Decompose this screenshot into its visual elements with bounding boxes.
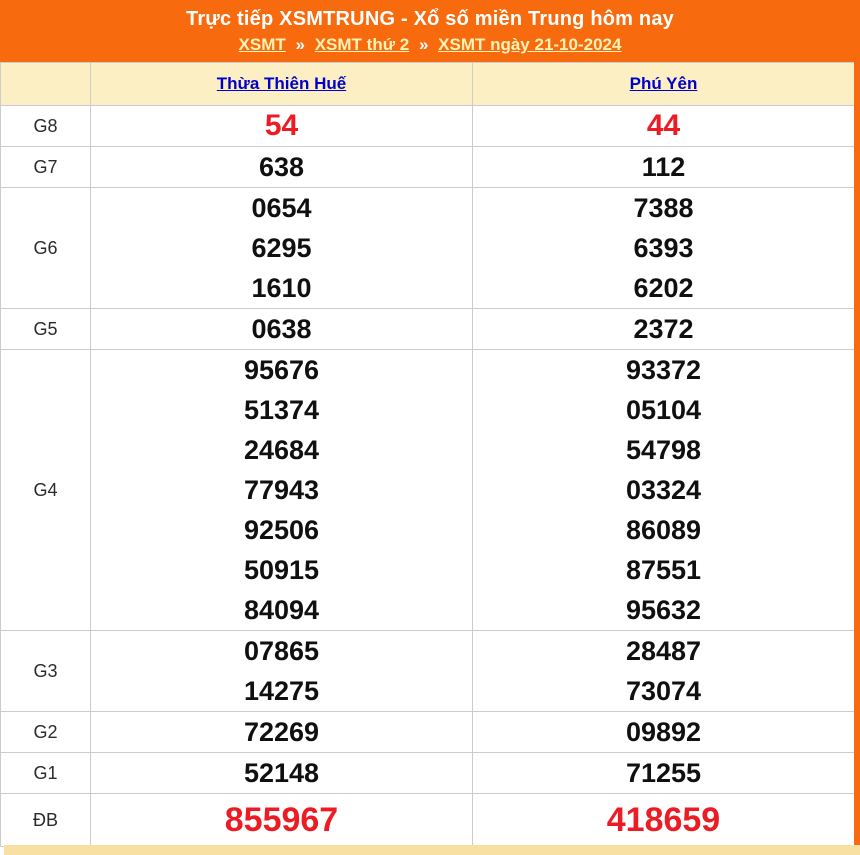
prize-column-header [0, 62, 91, 106]
prize-row: G6 0654 6295 1610 7388 6393 6202 [0, 187, 855, 309]
result-cell: 0654 6295 1610 [90, 187, 473, 309]
result-number: 05104 [625, 395, 702, 425]
result-cell: 07865 14275 [90, 630, 473, 712]
result-number: 86089 [625, 515, 702, 545]
result-cell: 7388 6393 6202 [472, 187, 855, 309]
result-number: 112 [641, 152, 686, 182]
result-number: 54 [264, 109, 299, 142]
breadcrumb-link-xsmt-thu-2[interactable]: XSMT thứ 2 [314, 35, 410, 54]
result-cell: 28487 73074 [472, 630, 855, 712]
result-cell: 112 [472, 146, 855, 188]
result-number: 44 [646, 109, 681, 142]
result-number: 77943 [243, 475, 320, 505]
result-number: 0638 [251, 314, 312, 344]
prize-label: G6 [0, 187, 91, 309]
result-number: 14275 [243, 676, 320, 706]
prize-label: G3 [0, 630, 91, 712]
prize-label: G1 [0, 752, 91, 794]
prize-row: G4 95676 51374 24684 77943 92506 50915 84094 933… [0, 349, 855, 631]
result-number: 6202 [633, 273, 694, 303]
prize-label: G7 [0, 146, 91, 188]
prize-label: G8 [0, 105, 91, 147]
results-table: Thừa Thiên Huế Phú Yên G8 54 44 G7 638 112 G6 0… [0, 62, 855, 847]
result-number: 07865 [243, 636, 320, 666]
result-number: 71255 [625, 758, 702, 788]
result-number: 51374 [243, 395, 320, 425]
breadcrumb: XSMT » XSMT thứ 2 » XSMT ngày 21-10-2024 [0, 35, 860, 55]
result-number: 28487 [625, 636, 702, 666]
result-cell: 418659 [472, 793, 855, 847]
province-header-phu-yen: Phú Yên [472, 62, 855, 106]
result-number: 418659 [606, 801, 721, 839]
result-number: 50915 [243, 555, 320, 585]
prize-label: G2 [0, 711, 91, 753]
result-number: 93372 [625, 355, 702, 385]
result-cell: 0638 [90, 308, 473, 350]
result-number: 92506 [243, 515, 320, 545]
result-cell: 52148 [90, 752, 473, 794]
page-header: Trực tiếp XSMTRUNG - Xổ số miền Trung hô… [0, 0, 860, 62]
page-title: Trực tiếp XSMTRUNG - Xổ số miền Trung hô… [186, 8, 674, 30]
prize-row: G7 638 112 [0, 146, 855, 188]
results-rows: G8 54 44 G7 638 112 G6 0654 6295 1610 7388 6393 6202… [0, 105, 855, 847]
result-number: 95632 [625, 595, 702, 625]
prize-row: G2 72269 09892 [0, 711, 855, 753]
result-number: 0654 [251, 193, 312, 223]
result-number: 7388 [633, 193, 694, 223]
result-number: 2372 [633, 314, 694, 344]
right-edge-stripe [854, 0, 860, 845]
bottom-strip [4, 845, 860, 855]
breadcrumb-separator: » [295, 35, 305, 54]
result-number: 1610 [251, 273, 312, 303]
result-cell: 71255 [472, 752, 855, 794]
result-number: 95676 [243, 355, 320, 385]
result-number: 855967 [224, 801, 339, 839]
result-number: 6295 [251, 233, 312, 263]
prize-row: G8 54 44 [0, 105, 855, 147]
result-cell: 855967 [90, 793, 473, 847]
prize-row: G1 52148 71255 [0, 752, 855, 794]
province-header-thua-thien-hue: Thừa Thiên Huế [90, 62, 473, 106]
result-number: 6393 [633, 233, 694, 263]
result-number: 24684 [243, 435, 320, 465]
result-number: 638 [258, 152, 305, 182]
prize-label: G5 [0, 308, 91, 350]
result-cell: 93372 05104 54798 03324 86089 87551 95632 [472, 349, 855, 631]
prize-row: G5 0638 2372 [0, 308, 855, 350]
result-cell: 638 [90, 146, 473, 188]
breadcrumb-link-xsmt-date[interactable]: XSMT ngày 21-10-2024 [438, 35, 622, 54]
prize-row: ĐB 855967 418659 [0, 793, 855, 847]
result-cell: 95676 51374 24684 77943 92506 50915 84094 [90, 349, 473, 631]
result-number: 03324 [625, 475, 702, 505]
province-link-thua-thien-hue[interactable]: Thừa Thiên Huế [216, 74, 347, 93]
result-number: 52148 [243, 758, 320, 788]
result-cell: 2372 [472, 308, 855, 350]
prize-label: ĐB [0, 793, 91, 847]
province-header-row: Thừa Thiên Huế Phú Yên [0, 62, 855, 106]
prize-row: G3 07865 14275 28487 73074 [0, 630, 855, 712]
result-cell: 72269 [90, 711, 473, 753]
result-number: 54798 [625, 435, 702, 465]
breadcrumb-separator: » [418, 35, 429, 54]
result-number: 72269 [243, 717, 320, 747]
result-cell: 54 [90, 105, 473, 147]
result-cell: 44 [472, 105, 855, 147]
prize-label: G4 [0, 349, 91, 631]
result-number: 87551 [625, 555, 702, 585]
result-number: 09892 [625, 717, 702, 747]
result-cell: 09892 [472, 711, 855, 753]
result-number: 84094 [243, 595, 320, 625]
province-link-phu-yen[interactable]: Phú Yên [629, 74, 698, 93]
breadcrumb-link-xsmt[interactable]: XSMT [238, 35, 286, 54]
result-number: 73074 [625, 676, 702, 706]
